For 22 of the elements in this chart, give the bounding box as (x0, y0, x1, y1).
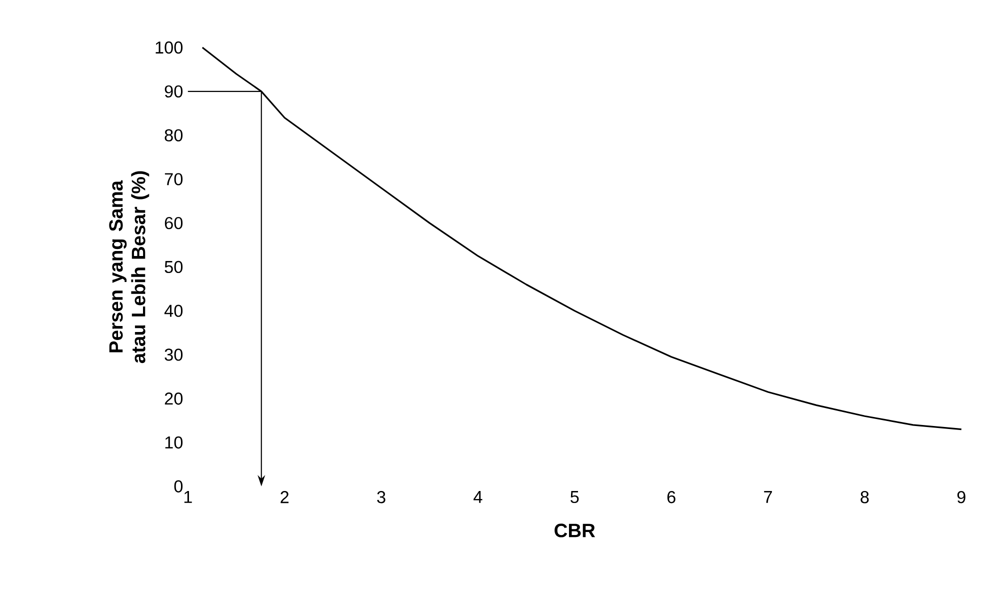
y-tick-label: 70 (164, 172, 183, 186)
y-tick-label: 100 (156, 41, 183, 54)
x-tick-label: 3 (377, 490, 386, 504)
y-tick-label: 40 (164, 304, 183, 317)
x-tick-label: 8 (860, 490, 869, 504)
x-tick-label: 4 (474, 490, 482, 503)
x-tick-label: 5 (570, 490, 579, 503)
y-tick-label: 20 (164, 392, 183, 405)
x-tick-label: 9 (957, 490, 966, 504)
x-tick-label: 1 (184, 490, 192, 503)
y-tick-label: 50 (164, 260, 183, 273)
y-tick-label: 10 (165, 436, 183, 448)
y-axis-title: Persen yang Sama atau Lebih Besar (%) (109, 171, 150, 363)
y-tick-label: 30 (164, 348, 183, 361)
y-tick-label: 0 (174, 480, 183, 492)
x-axis-title: CBR (554, 523, 596, 538)
x-tick-label: 6 (667, 490, 676, 504)
y-tick-label: 80 (164, 129, 183, 142)
x-tick-label: 7 (764, 490, 772, 503)
x-tick-label: 2 (280, 490, 289, 503)
y-tick-label: 90 (164, 85, 183, 98)
y-tick-label: 60 (164, 216, 183, 230)
